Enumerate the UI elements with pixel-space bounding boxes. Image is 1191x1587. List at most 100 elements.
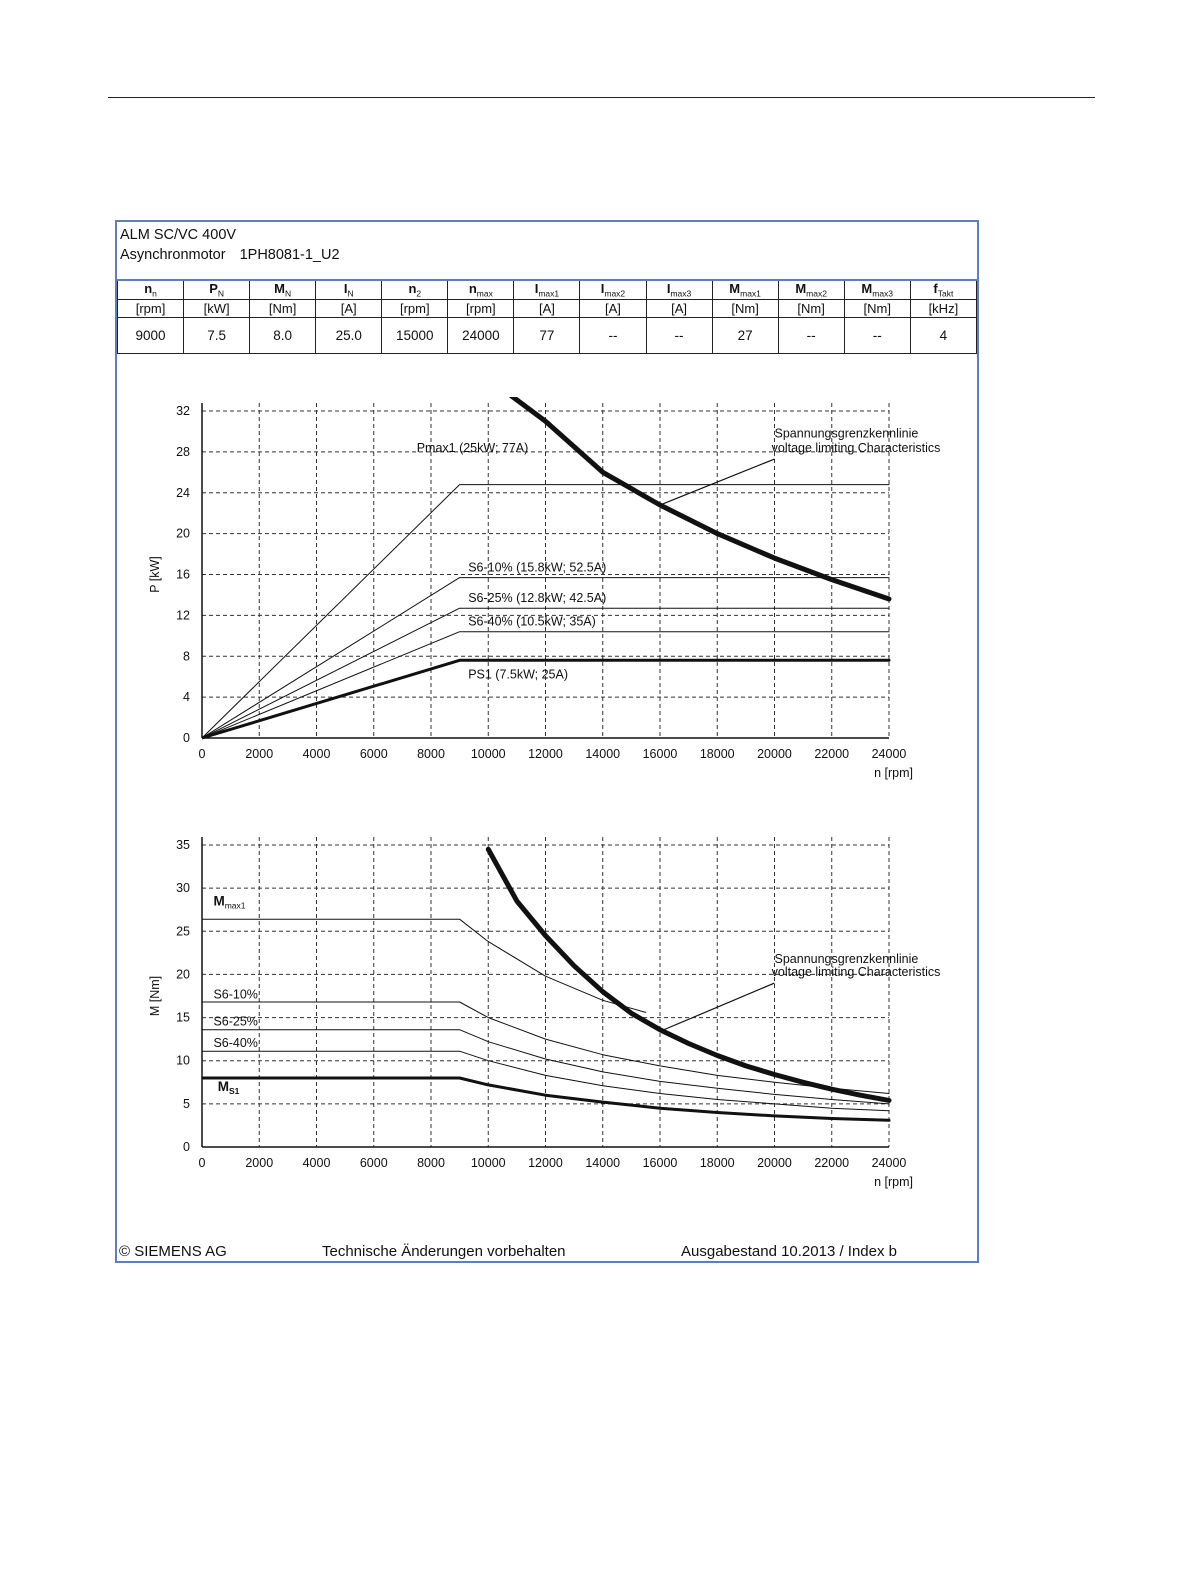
col-symbol: Mmax3	[843, 279, 911, 300]
annotation-label: S6-40%	[213, 1036, 257, 1050]
footer-edition: Ausgabestand 10.2013 / Index b	[681, 1243, 898, 1260]
x-tick-label: 16000	[643, 1156, 678, 1170]
x-tick-label: 18000	[700, 1156, 735, 1170]
y-tick-label: 10	[176, 1054, 190, 1068]
chart-2: 0 2000 4000 6000 8000 10000 12000 14000 16000 180…	[148, 837, 940, 1189]
y-tick-label: 25	[176, 924, 190, 938]
x-tick-label: 12000	[528, 1156, 563, 1170]
x-tick-label: 4000	[303, 1156, 331, 1170]
y-tick-label: 15	[176, 1011, 190, 1025]
series-spannungsgrenzkennlinie	[509, 397, 892, 602]
x-tick-label: 6000	[360, 1156, 388, 1170]
motor-model: 1PH8081-1_U2	[239, 247, 340, 263]
annotation-label: S6-25%	[213, 1014, 257, 1028]
col-unit: [kHz]	[909, 298, 978, 318]
annotation-leader	[659, 982, 775, 1032]
col-symbol: nmax	[447, 279, 515, 300]
col-symbol: nn	[116, 279, 185, 300]
x-tick-label: 8000	[417, 747, 445, 761]
x-tick-label: 24000	[872, 1156, 907, 1170]
x-tick-label: 24000	[872, 747, 907, 761]
annotation-leader	[659, 458, 775, 506]
col-symbol: Mmax2	[777, 279, 845, 300]
footer-copyright: © SIEMENS AG	[119, 1243, 227, 1260]
symbol-row: nn PN MN IN n2 nmax Imax1 Imax2 Imax3 Mm…	[116, 279, 978, 300]
col-value: 7.5	[183, 316, 251, 354]
x-tick-label: 14000	[585, 1156, 620, 1170]
x-tick-label: 0	[199, 1156, 206, 1170]
x-tick-label: 6000	[360, 747, 388, 761]
x-tick-label: 18000	[700, 747, 735, 761]
chart-1: 0 2000 4000 6000 8000 10000 12000 14000 16000 180…	[148, 397, 940, 780]
col-value: 8.0	[249, 316, 317, 354]
x-tick-label: 10000	[471, 747, 506, 761]
y-tick-label: 16	[176, 568, 190, 582]
y-tick-label: 0	[183, 1140, 190, 1154]
y-axis-label: P [kW]	[148, 556, 162, 593]
annotation-label: MS1	[218, 1079, 240, 1096]
x-axis-label: n [rpm]	[874, 1175, 913, 1189]
series-ps1-7-5kw-25a-	[202, 658, 891, 740]
x-tick-label: 0	[199, 747, 206, 761]
y-tick-label: 5	[183, 1097, 190, 1111]
x-axis-label: n [rpm]	[874, 766, 913, 780]
y-tick-label: 0	[183, 731, 190, 745]
unit-row: [rpm] [kW] [Nm] [A] [rpm] [rpm] [A] [A] …	[116, 298, 978, 318]
y-tick-label: 20	[176, 967, 190, 981]
y-tick-label: 20	[176, 527, 190, 541]
series-ms1	[202, 1076, 891, 1122]
col-symbol: fTakt	[909, 279, 978, 300]
x-tick-label: 2000	[245, 747, 273, 761]
col-unit: [Nm]	[843, 298, 911, 318]
x-tick-label: 20000	[757, 747, 792, 761]
datasheet-frame: ALM SC/VC 400V Asynchronmotor 1PH8081-1_U…	[115, 220, 979, 1263]
series-s6-25-	[202, 1029, 890, 1105]
top-rule	[108, 97, 1095, 98]
x-tick-label: 2000	[245, 1156, 273, 1170]
col-value: 9000	[116, 316, 185, 354]
y-tick-label: 28	[176, 445, 190, 459]
y-tick-label: 24	[176, 486, 190, 500]
col-unit: [Nm]	[711, 298, 779, 318]
characteristic-plots: 0 2000 4000 6000 8000 10000 12000 14000 16000 180…	[148, 397, 940, 1189]
x-tick-label: 22000	[814, 1156, 849, 1170]
y-tick-label: 30	[176, 881, 190, 895]
col-value: 4	[909, 316, 978, 354]
x-tick-label: 10000	[471, 1156, 506, 1170]
y-axis-label: M [Nm]	[148, 976, 162, 1016]
annotation-label: S6-40% (10.5kW; 35A)	[468, 615, 596, 629]
col-unit: [A]	[315, 298, 383, 318]
series-s6-10-15-8kw-52-5a-	[202, 577, 890, 739]
x-tick-label: 16000	[643, 747, 678, 761]
y-tick-label: 12	[176, 608, 190, 622]
col-symbol: Imax1	[513, 279, 581, 300]
series-pmax1-25kw-77a-	[202, 484, 890, 739]
spec-table: nn PN MN IN n2 nmax Imax1 Imax2 Imax3 Mm…	[116, 279, 978, 354]
y-tick-label: 8	[183, 649, 190, 663]
series-s6-40-10-5kw-35a-	[202, 631, 890, 739]
col-value: 25.0	[315, 316, 383, 354]
col-symbol: Imax3	[645, 279, 713, 300]
col-value: --	[843, 316, 911, 354]
col-value: --	[777, 316, 845, 354]
series-mmax1	[202, 918, 647, 1013]
col-value: --	[579, 316, 647, 354]
series-s6-25-12-8kw-42-5a-	[202, 607, 890, 739]
col-symbol: n2	[381, 279, 449, 300]
col-value: 15000	[381, 316, 449, 354]
motor-type: Asynchronmotor	[120, 247, 226, 263]
series-spannungsgrenzkennlinie	[485, 846, 892, 1103]
col-value: 77	[513, 316, 581, 354]
annotation-label: S6-10% (15.8kW; 52.5A)	[468, 560, 606, 574]
system-line: ALM SC/VC 400V	[120, 227, 237, 243]
x-tick-label: 20000	[757, 1156, 792, 1170]
col-symbol: PN	[183, 279, 251, 300]
datasheet-header: ALM SC/VC 400V Asynchronmotor 1PH8081-1_U…	[120, 225, 340, 265]
x-tick-label: 8000	[417, 1156, 445, 1170]
y-tick-label: 4	[183, 690, 190, 704]
footer-disclaimer: Technische Änderungen vorbehalten	[322, 1243, 566, 1260]
x-tick-label: 12000	[528, 747, 563, 761]
motor-line: Asynchronmotor 1PH8081-1_U2	[120, 245, 340, 265]
x-tick-label: 22000	[814, 747, 849, 761]
x-tick-label: 14000	[585, 747, 620, 761]
